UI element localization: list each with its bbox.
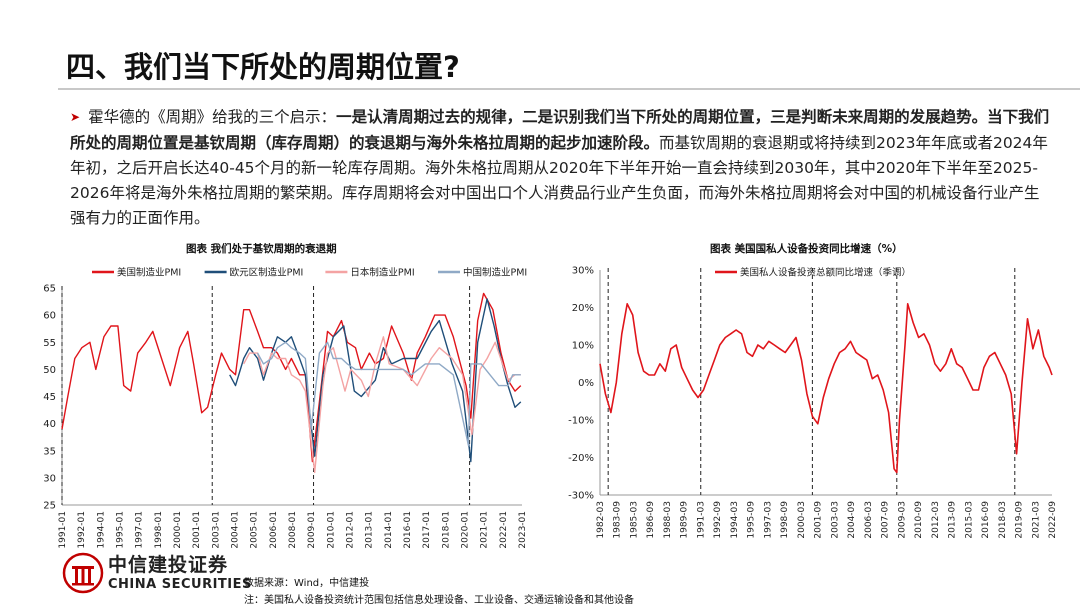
x-tick-label: 1997-01 (135, 511, 145, 549)
x-tick-label: 2006-03 (864, 501, 874, 539)
series-line (256, 341, 521, 447)
x-tick-label: 1982-03 (596, 501, 606, 539)
series-line (61, 292, 522, 463)
x-tick-label: 1988-03 (663, 501, 673, 539)
pmi-chart: 25 30 35 40 45 50 55 60 65 1991-01 1992-01 1994-01 1… (43, 267, 528, 549)
x-tick-label: 2020-01 (461, 511, 471, 549)
x-tick-label: 1995-09 (747, 501, 757, 539)
y-tick-label: 55 (43, 338, 56, 349)
x-tick-label: 2021-03 (1031, 501, 1041, 539)
x-tick-label: 2005-01 (250, 511, 260, 549)
bullet-text-intro: 霍华德的《周期》给我的三个启示： (88, 108, 337, 126)
bullet-text-bold: 一是认清周期过去的规律，二是识别我们当下所处的周期位置，三是判断未来周期的发展趋… (70, 108, 1050, 152)
y-tick-label: -20% (568, 453, 594, 464)
y-tick-label: 50 (43, 365, 56, 376)
x-tick-label: 2016-01 (403, 511, 413, 549)
page-title: 四、我们当下所处的周期位置? (66, 50, 460, 84)
y-tick-label: -30% (568, 491, 594, 502)
right-chart-title: 图表 美国国私人设备投资同比增速（%） (710, 243, 903, 255)
x-tick-label: 2022-09 (1048, 501, 1058, 539)
x-tick-label: 2010-01 (326, 511, 336, 549)
y-tick-label: 60 (43, 311, 56, 322)
y-tick-label: 30 (43, 473, 56, 484)
x-tick-label: 1998-01 (154, 511, 164, 549)
logo-name-en: CHINA SECURITIES (108, 577, 252, 592)
x-tick-label: 1985-03 (629, 501, 639, 539)
x-tick-label: 2006-01 (269, 511, 279, 549)
series-line (243, 336, 521, 474)
equipment-investment-chart: -30% -20% -10% 0% 10% 20% 30% 1982-03 1983-09 198… (568, 266, 1058, 539)
x-tick-label: 2016-09 (981, 501, 991, 539)
y-tick-label: 40 (43, 419, 56, 430)
x-tick-label: 2013-09 (948, 501, 958, 539)
x-tick-label: 2010-09 (914, 501, 924, 539)
x-tick-label: 2009-01 (307, 511, 317, 549)
y-tick-label: 65 (43, 284, 56, 295)
logo-name-cn: 中信建投证券 (108, 554, 229, 576)
x-tick-label: 1994-03 (730, 501, 740, 539)
x-tick-label: 2018-03 (998, 501, 1008, 539)
x-tick-label: 2019-09 (1015, 501, 1025, 539)
x-tick-label: 1997-03 (763, 501, 773, 539)
x-tick-label: 2004-09 (847, 501, 857, 539)
x-tick-label: 1989-09 (680, 501, 690, 539)
bullet-paragraph: ➤ 霍华德的《周期》给我的三个启示：一是认清周期过去的规律，二是识别我们当下所处的… (70, 105, 1050, 231)
y-tick-label: 10% (572, 341, 594, 352)
x-tick-label: 2003-01 (211, 511, 221, 549)
x-tick-label: 2000-01 (173, 511, 183, 549)
left-chart-title: 图表 我们处于基钦周期的衰退期 (186, 243, 337, 255)
x-tick-label: 2013-01 (365, 511, 375, 549)
y-tick-label: 45 (43, 392, 56, 403)
x-tick-label: 1994-01 (96, 511, 106, 549)
x-tick-label: 2001-01 (192, 511, 202, 549)
legend-label: 欧元区制造业PMI (230, 267, 304, 279)
bullet-arrow-icon: ➤ (70, 110, 81, 124)
x-tick-label: 2015-03 (964, 501, 974, 539)
x-tick-label: 2008-01 (288, 511, 298, 549)
x-tick-label: 1991-03 (696, 501, 706, 539)
bullet-text-rest: 而基钦周期的衰退期或将持续到2023年年底或者2024年年初，之后开启长达40-… (70, 134, 1048, 227)
y-tick-label: 20% (572, 303, 594, 314)
x-tick-label: 2009-03 (897, 501, 907, 539)
y-tick-label: 35 (43, 446, 56, 457)
x-tick-label: 2004-01 (231, 511, 241, 549)
x-tick-label: 1998-09 (780, 501, 790, 539)
y-tick-label: 30% (572, 266, 594, 277)
y-tick-label: 0% (578, 378, 594, 389)
x-tick-label: 2012-01 (346, 511, 356, 549)
title-divider (58, 88, 1080, 90)
x-tick-label: 2022-01 (499, 511, 509, 549)
x-tick-label: 1992-01 (77, 511, 87, 549)
x-tick-label: 2001-09 (814, 501, 824, 539)
x-tick-label: 1991-01 (58, 511, 68, 549)
legend-label: 美国私人设备投资总额同比增速（季调） (740, 267, 911, 279)
x-tick-label: 2003-03 (830, 501, 840, 539)
x-tick-label: 1986-09 (646, 501, 656, 539)
x-tick-label: 2007-09 (881, 501, 891, 539)
china-securities-logo-icon (62, 552, 104, 594)
x-tick-label: 2018-01 (441, 511, 451, 549)
data-source: 数据来源：Wind，中信建投 (244, 578, 370, 589)
x-tick-label: 2014-01 (384, 511, 394, 549)
x-tick-label: 2012-03 (931, 501, 941, 539)
legend-label: 中国制造业PMI (463, 267, 527, 279)
x-tick-label: 2021-01 (480, 511, 490, 549)
y-tick-label: 25 (43, 501, 56, 512)
y-tick-label: -10% (568, 416, 594, 427)
legend-label: 美国制造业PMI (117, 267, 181, 279)
x-tick-label: 1983-09 (613, 501, 623, 539)
footnote: 注：美国私人设备投资统计范围包括信息处理设备、工业设备、交通运输设备和其他设备 (244, 595, 634, 606)
x-tick-label: 2000-03 (797, 501, 807, 539)
x-tick-label: 2017-01 (422, 511, 432, 549)
x-tick-label: 1995-01 (116, 511, 126, 549)
x-tick-label: 1992-09 (713, 501, 723, 539)
legend-label: 日本制造业PMI (350, 267, 414, 279)
x-tick-label: 2023-01 (518, 511, 528, 549)
series-line (599, 302, 1053, 474)
